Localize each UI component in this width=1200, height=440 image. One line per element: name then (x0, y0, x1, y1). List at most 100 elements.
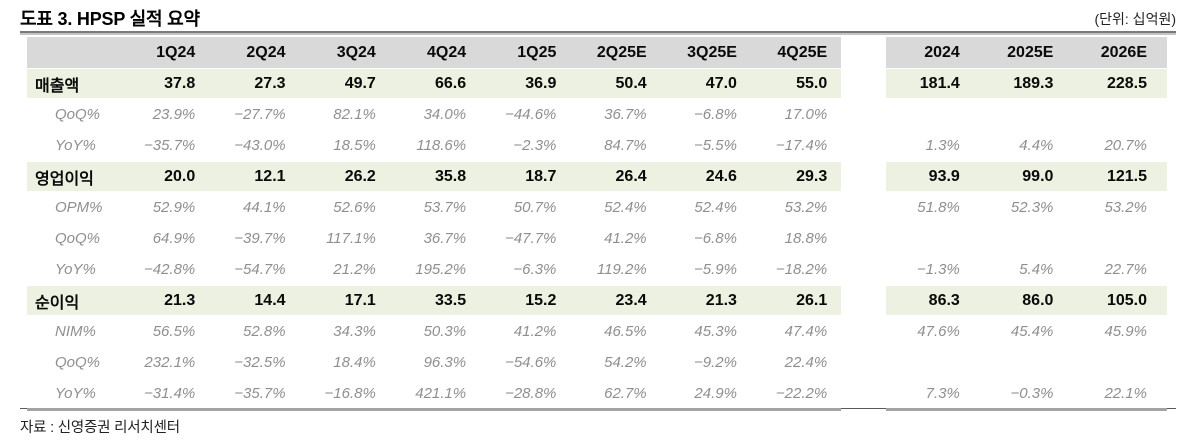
row-label: NIM% (27, 316, 119, 347)
metric-cell: 4.4% (979, 130, 1074, 161)
column-header: 2025E (979, 37, 1074, 68)
column-header: 1Q24 (119, 37, 210, 68)
metric-cell: 18.7 (480, 162, 571, 191)
metric-cell: 105.0 (1073, 286, 1167, 315)
metric-cell: −43.0% (209, 130, 300, 161)
source-note: 자료 : 신영증권 리서치센터 (20, 420, 180, 436)
column-header: 3Q24 (299, 37, 390, 68)
metric-cell: −39.7% (209, 223, 300, 254)
table-header-row: 1Q24 2Q24 3Q24 4Q24 1Q25 2Q25E 3Q25E 4Q25E 2024 2… (27, 37, 1167, 68)
metric-cell: 5.4% (979, 254, 1074, 285)
row-label: OPM% (27, 192, 119, 223)
row-label: 영업이익 (27, 162, 119, 191)
metric-cell: −2.3% (480, 130, 571, 161)
table-row-8: NIM% 56.5% 52.8% 34.3% 50.3% 41.2% 46.5% 45.3% 4… (27, 316, 1167, 347)
metric-cell: 26.4 (570, 162, 661, 191)
metric-cell (979, 99, 1074, 130)
metric-cell: 23.9% (119, 99, 210, 130)
gap-spacer (841, 286, 887, 315)
metric-cell: 421.1% (389, 378, 481, 409)
metric-cell: 52.3% (979, 192, 1074, 223)
metric-cell: 21.2% (299, 254, 390, 285)
metric-cell: −18.2% (750, 254, 842, 285)
metric-cell: 51.8% (886, 192, 980, 223)
table-row-0: 매출액 37.8 27.3 49.7 66.6 36.9 50.4 47.0 55.0 181.4… (27, 68, 1167, 99)
gap-spacer (841, 130, 887, 161)
metric-cell: 53.2% (750, 192, 842, 223)
metric-cell: 54.2% (570, 347, 661, 378)
metric-cell: 41.2% (570, 223, 661, 254)
column-header: 4Q25E (750, 37, 842, 68)
metric-cell: 96.3% (389, 347, 481, 378)
metric-cell: 52.9% (119, 192, 210, 223)
metric-cell: 36.7% (389, 223, 481, 254)
metric-cell: 33.5 (389, 286, 481, 315)
metric-cell: 46.5% (570, 316, 661, 347)
metric-cell: 52.4% (570, 192, 661, 223)
metric-cell: 22.4% (750, 347, 842, 378)
row-label: QoQ% (27, 99, 119, 130)
metric-cell: 21.3 (660, 286, 751, 315)
metric-cell: 86.3 (886, 286, 980, 315)
metric-cell: −17.4% (750, 130, 842, 161)
row-label: 순이익 (27, 286, 119, 315)
table-row-4: OPM% 52.9% 44.1% 52.6% 53.7% 50.7% 52.4% 52.4% 5… (27, 192, 1167, 223)
gap-spacer (841, 316, 887, 347)
metric-cell: 53.2% (1073, 192, 1167, 223)
metric-cell: 121.5 (1073, 162, 1167, 191)
metric-cell: 47.0 (660, 69, 751, 98)
metric-cell: 55.0 (750, 69, 842, 98)
gap-spacer (841, 162, 887, 191)
metric-cell: 36.9 (480, 69, 571, 98)
gap-spacer (841, 69, 887, 98)
metric-cell: −5.9% (660, 254, 751, 285)
metric-cell: 86.0 (979, 286, 1074, 315)
metric-cell: 50.3% (389, 316, 481, 347)
metric-cell: 18.4% (299, 347, 390, 378)
gap-spacer (841, 192, 887, 223)
corner-cell (27, 37, 119, 68)
metric-cell (1073, 223, 1167, 254)
metric-cell: −22.2% (750, 378, 842, 409)
metric-cell: 7.3% (886, 378, 980, 409)
metric-cell: −42.8% (119, 254, 210, 285)
gap-spacer (841, 99, 887, 130)
metric-cell: 84.7% (570, 130, 661, 161)
metric-cell: −35.7% (209, 378, 300, 409)
metric-cell: 24.6 (660, 162, 751, 191)
metric-cell: −6.8% (660, 223, 751, 254)
metric-cell: 99.0 (979, 162, 1074, 191)
metric-cell: 34.3% (299, 316, 390, 347)
metric-cell: 45.4% (979, 316, 1074, 347)
metric-cell: −54.7% (209, 254, 300, 285)
row-label: 매출액 (27, 69, 119, 98)
metric-cell: 56.5% (119, 316, 210, 347)
metric-cell: 44.1% (209, 192, 300, 223)
metric-cell: 50.7% (480, 192, 571, 223)
row-label: QoQ% (27, 223, 119, 254)
metric-cell: 15.2 (480, 286, 571, 315)
gap-spacer (841, 378, 887, 409)
metric-cell: 82.1% (299, 99, 390, 130)
metric-cell: 23.4 (570, 286, 661, 315)
metric-cell: 21.3 (119, 286, 210, 315)
metric-cell: 29.3 (750, 162, 842, 191)
table-row-6: YoY% −42.8% −54.7% 21.2% 195.2% −6.3% 119.2% −5… (27, 254, 1167, 285)
row-label: QoQ% (27, 347, 119, 378)
metric-cell: 52.8% (209, 316, 300, 347)
metric-cell: 26.2 (299, 162, 390, 191)
metric-cell: 62.7% (570, 378, 661, 409)
metric-cell: 12.1 (209, 162, 300, 191)
page-title: 도표 3. HPSP 실적 요약 (20, 9, 200, 29)
gap-spacer (841, 254, 887, 285)
metric-cell: 1.3% (886, 130, 980, 161)
metric-cell: 47.6% (886, 316, 980, 347)
row-label: YoY% (27, 130, 119, 161)
metric-cell: −1.3% (886, 254, 980, 285)
metric-cell (886, 347, 980, 378)
table-row-1: QoQ% 23.9% −27.7% 82.1% 34.0% −44.6% 36.7% −6.8… (27, 99, 1167, 130)
metric-cell (886, 99, 980, 130)
table-row-7: 순이익 21.3 14.4 17.1 33.5 15.2 23.4 21.3 26.1 86.3 8… (27, 285, 1167, 316)
metric-cell: −9.2% (660, 347, 751, 378)
